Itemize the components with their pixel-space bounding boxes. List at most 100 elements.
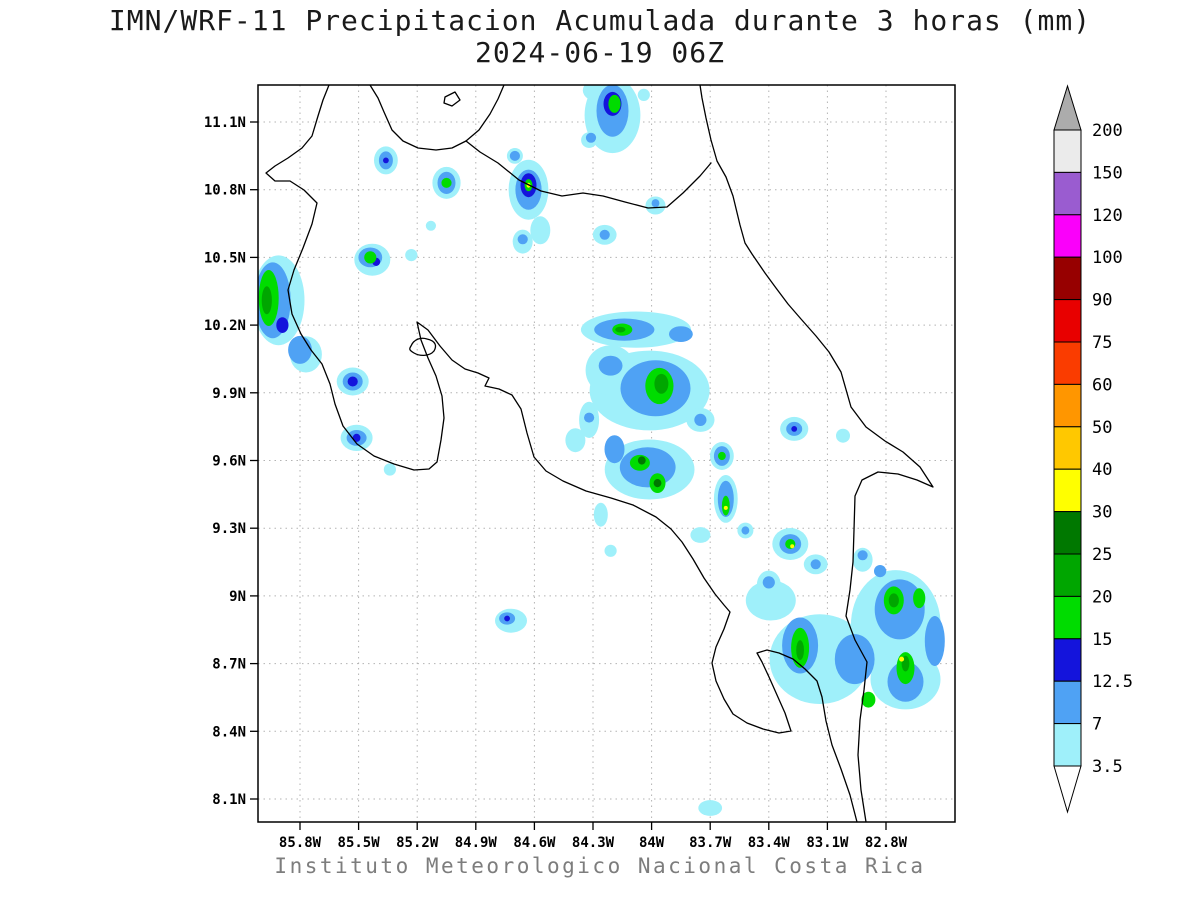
colorbar-segment [1053,468,1082,513]
precip-cell [615,326,626,333]
colorbar-label: 30 [1092,503,1112,523]
colorbar-label: 7 [1092,715,1102,735]
precip-cell [604,435,625,464]
precip-cell [723,505,728,510]
figure-caption: Instituto Meteorologico Nacional Costa R… [274,854,926,878]
colorbar-segment [1053,129,1082,173]
precip-cell [694,413,707,426]
precip-cell [441,177,452,188]
colorbar-label: 3.5 [1092,757,1123,777]
precip-cell [653,479,662,488]
colorbar-label: 40 [1092,460,1112,480]
colorbar-label: 90 [1092,291,1112,311]
precip-cell [721,495,730,516]
chira-island [409,337,437,357]
lon-tick-label: 82.8W [865,835,908,851]
colorbar-label: 100 [1092,248,1123,268]
lat-tick-label: 8.1N [212,792,246,808]
precip-cell [530,216,551,245]
colorbar-label: 75 [1092,333,1112,353]
lat-tick-label: 8.7N [212,657,246,673]
precip-cell [836,428,850,443]
precip-cell [288,335,312,364]
precip-cell [504,615,510,622]
precip-cell [347,376,358,387]
precip-cell [364,251,377,264]
lat-tick-label: 9.9N [212,386,246,402]
precip-cell [810,559,821,570]
precip-cell [517,234,528,245]
colorbar-segment [1053,511,1082,555]
precip-cell [899,656,905,662]
precip-cell [690,527,711,543]
lon-tick-label: 84.3W [572,835,615,851]
precip-cell [585,132,597,143]
colorbar-arrow-bottom [1053,765,1082,814]
precip-cell [718,451,726,461]
precip-cell [669,326,693,342]
colorbar-label: 200 [1092,121,1123,141]
lat-tick-label: 8.4N [212,724,246,740]
lon-tick-label: 85.5W [338,835,381,851]
precip-cell [791,426,798,432]
colorbar-segment [1053,426,1082,470]
precip-cell [604,544,617,557]
colorbar-segment [1053,723,1082,767]
lon-tick-label: 83.4W [748,835,791,851]
colorbar-segment [1053,214,1082,258]
colorbar-label: 120 [1092,206,1123,226]
precip-cell [698,800,723,816]
colorbar-segment [1053,680,1082,725]
lat-tick-label: 9N [229,589,246,605]
colorbar-segment [1053,299,1082,343]
lon-tick-label: 83.1W [806,835,849,851]
precip-cell [509,150,520,161]
plot-border [257,84,956,823]
figure-title: IMN/WRF-11 Precipitacion Acumulada duran… [108,4,1092,37]
precip-cell [425,220,436,231]
precip-cell [637,88,650,101]
precip-cell [383,157,389,164]
precip-cell [834,634,875,685]
colorbar-segment [1053,383,1082,428]
coastline [265,85,934,822]
colorbar-segment [1053,171,1082,216]
precip-cell [861,691,876,708]
precip-cell [584,412,595,423]
precip-cell [651,199,660,208]
lon-tick-label: 84W [639,835,665,851]
precip-cell [796,640,804,660]
lat-tick-label: 10.2N [204,318,246,334]
colorbar: 200 150 120 100 90 75 60 50 40 30 25 20 15 12.5 7 3.5 [1053,84,1133,814]
precip-cell [874,565,887,578]
nicaragua-border-rio-san-juan [465,140,712,209]
colorbar-segment [1053,638,1082,682]
colorbar-label: 20 [1092,587,1112,607]
precip-cell [598,355,623,376]
precip-cell [565,428,586,453]
precip-cell [762,576,775,589]
figure-subtitle: 2024-06-19 06Z [474,36,725,69]
colorbar-label: 60 [1092,375,1112,395]
lon-tick-label: 85.2W [396,835,439,851]
lat-tick-label: 10.5N [204,250,246,266]
precip-cell [608,94,621,113]
precipitation-layer [258,85,945,816]
lat-tick-label: 10.8N [204,183,246,199]
lat-tick-label: 11.1N [204,115,246,131]
precip-cell [599,229,610,240]
colorbar-segment [1053,595,1082,640]
precip-cell [924,616,945,666]
precip-cell [785,539,796,549]
lon-tick-label: 84.6W [513,835,556,851]
precip-cell [383,463,396,476]
lon-tick-label: 83.7W [689,835,732,851]
lat-tick-label: 9.3N [212,521,246,537]
precip-cell [790,544,795,549]
pacific-coastline [265,85,858,822]
colorbar-segment [1053,553,1082,597]
colorbar-segment [1053,256,1082,301]
precip-cell [261,286,272,315]
lon-tick-label: 85.8W [279,835,322,851]
lat-tick-label: 9.6N [212,454,246,470]
